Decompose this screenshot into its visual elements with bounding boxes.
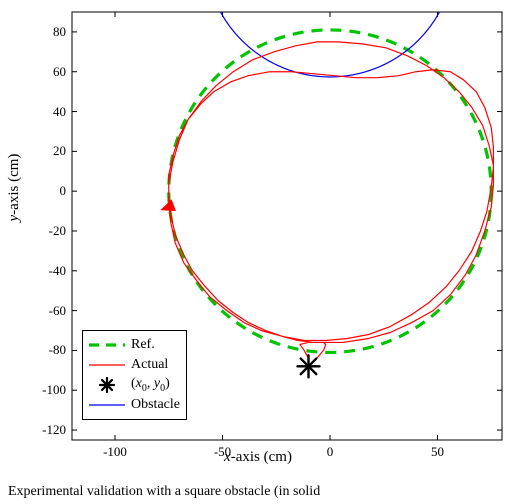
- x-tick-label: -100: [95, 444, 135, 460]
- y-tick-label: 40: [53, 104, 66, 120]
- chart-container: y-axis (cm) x-axis (cm) Ref. Actual (x0,…: [0, 0, 516, 504]
- y-axis-label: y-axis (cm): [6, 154, 23, 222]
- y-tick-label: -120: [42, 422, 66, 438]
- x-tick-label: 0: [310, 444, 350, 460]
- y-tick-label: -80: [49, 342, 66, 358]
- y-tick-label: 20: [53, 143, 66, 159]
- x-tick-label: 50: [418, 444, 458, 460]
- y-tick-label: -100: [42, 382, 66, 398]
- figure-caption: Experimental validation with a square ob…: [8, 484, 508, 500]
- x-tick-label: -50: [203, 444, 243, 460]
- legend-item-ref: Ref.: [89, 335, 180, 355]
- y-tick-label: -20: [49, 223, 66, 239]
- dash-icon: [89, 335, 125, 355]
- y-tick-label: 80: [53, 24, 66, 40]
- y-tick-label: 0: [60, 183, 67, 199]
- line-icon: [89, 395, 125, 415]
- legend-item-start: (x0, y0): [89, 375, 180, 395]
- legend-item-actual: Actual: [89, 355, 180, 375]
- y-tick-label: 60: [53, 64, 66, 80]
- line-icon: [89, 355, 125, 375]
- legend: Ref. Actual (x0, y0) Obstacle: [82, 330, 187, 420]
- y-tick-label: -40: [49, 263, 66, 279]
- plot-svg: [0, 0, 516, 504]
- legend-item-obstacle: Obstacle: [89, 395, 180, 415]
- asterisk-icon: [89, 375, 125, 395]
- y-tick-label: -60: [49, 303, 66, 319]
